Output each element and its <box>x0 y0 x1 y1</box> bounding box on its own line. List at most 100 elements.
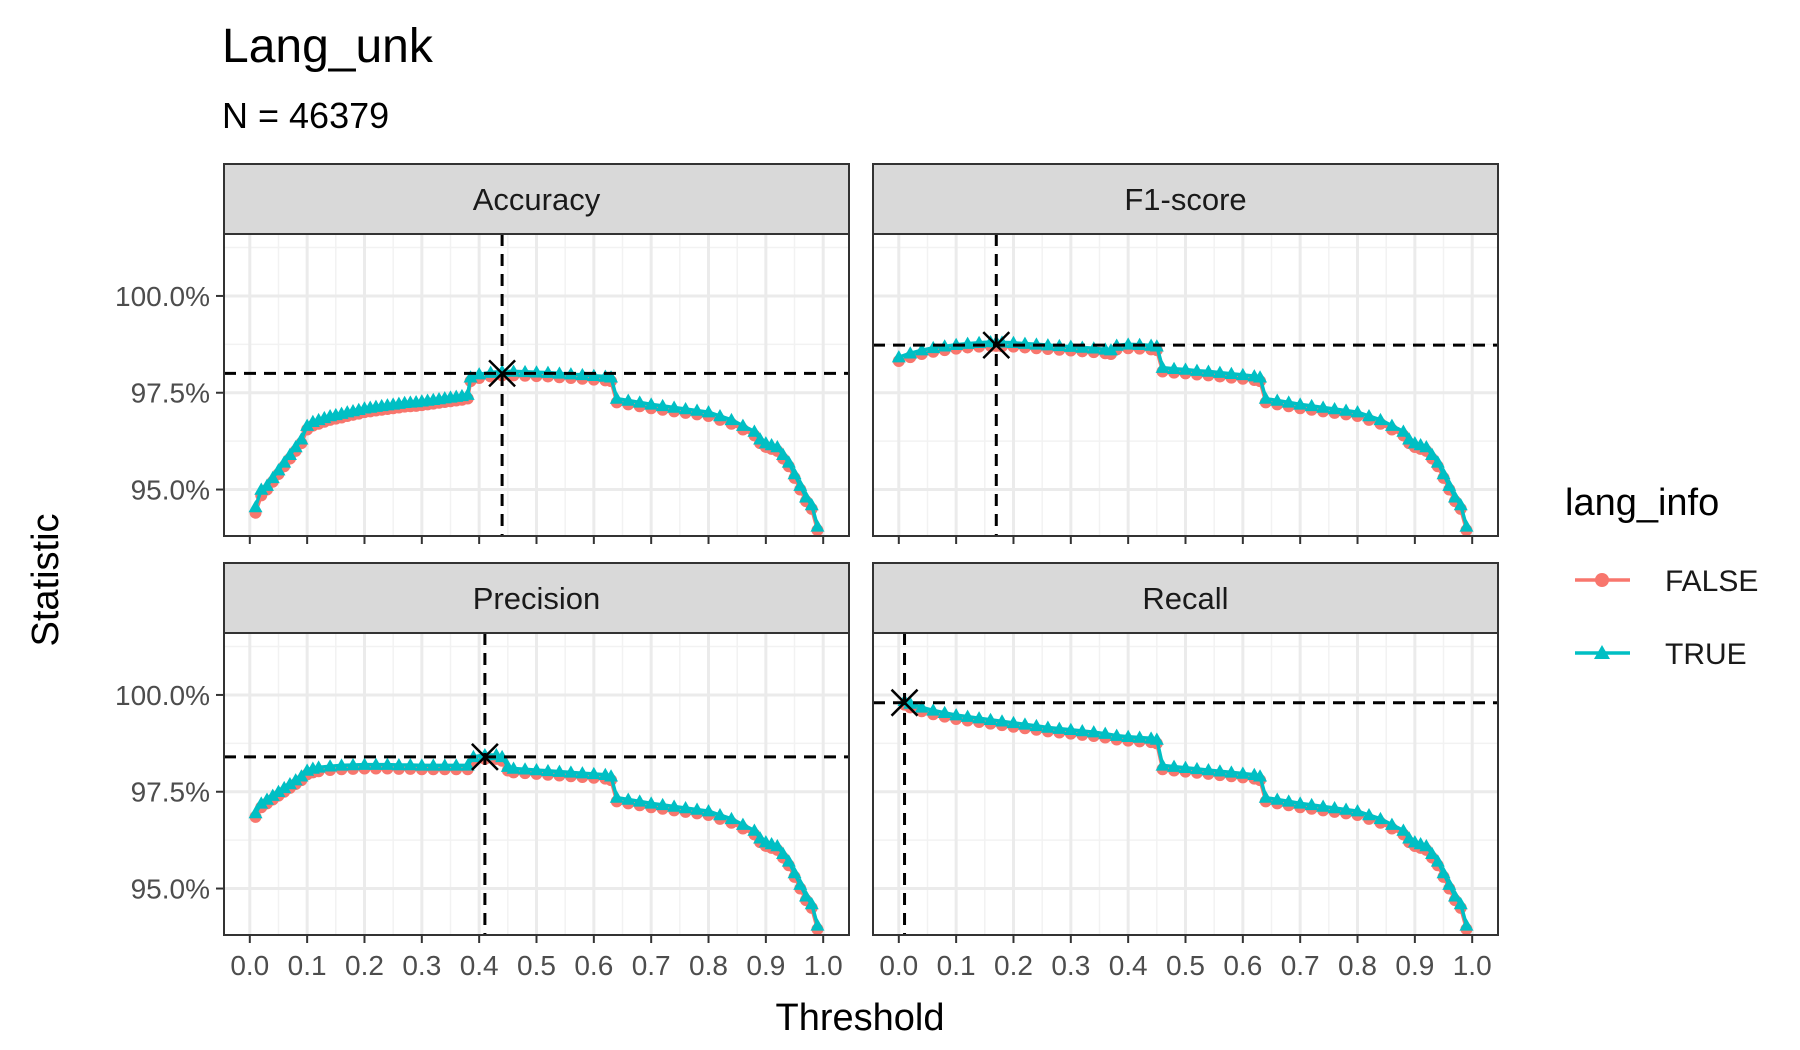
data-point-true <box>1063 339 1078 352</box>
x-tick-label: 0.0 <box>230 950 269 981</box>
data-point-true <box>604 370 619 383</box>
facet-strip <box>223 562 850 634</box>
data-point-true <box>667 400 682 413</box>
data-point-true <box>1327 801 1342 814</box>
data-point-true <box>282 777 297 790</box>
data-point-true <box>678 402 693 415</box>
optimum-marker-stroke <box>471 743 499 771</box>
data-point-true <box>271 784 286 797</box>
data-point-true <box>1098 726 1113 739</box>
data-point-true <box>776 447 791 460</box>
data-point-true <box>518 762 533 775</box>
data-point-true <box>495 749 510 763</box>
data-point-true <box>1293 397 1308 410</box>
data-point-true <box>460 758 475 771</box>
data-point-true <box>300 418 315 431</box>
chart-title: Lang_unk <box>222 20 434 73</box>
data-point-true <box>632 794 647 807</box>
x-tick-label: 0.2 <box>994 950 1033 981</box>
data-point-true <box>776 846 791 859</box>
data-point-true <box>798 889 813 902</box>
data-point-true <box>644 796 659 809</box>
data-point-true <box>1155 758 1170 771</box>
data-point-true <box>914 700 929 713</box>
data-point-true <box>282 447 297 460</box>
data-point-true <box>1212 764 1227 777</box>
data-point-true <box>552 764 567 777</box>
data-point-true <box>357 757 372 770</box>
data-point-true <box>926 703 941 716</box>
data-point-true <box>798 490 813 503</box>
data-point-true <box>1086 341 1101 354</box>
data-point-true <box>1459 519 1474 532</box>
data-point-true <box>1167 361 1182 374</box>
data-point-true <box>1212 365 1227 378</box>
data-point-true <box>254 796 269 809</box>
data-point-true <box>781 455 796 468</box>
data-point-true <box>1425 846 1440 859</box>
data-point-true <box>793 877 808 890</box>
facet-strip <box>223 163 850 235</box>
data-point-true <box>701 804 716 817</box>
data-point-true <box>1258 391 1273 404</box>
data-point-true <box>552 366 567 379</box>
x-tick-label: 0.4 <box>460 950 499 981</box>
data-point-true <box>1258 790 1273 803</box>
x-tick-label: 0.3 <box>1051 950 1090 981</box>
data-point-true <box>810 918 825 931</box>
legend-label: TRUE <box>1665 638 1747 671</box>
data-point-true <box>1459 918 1474 931</box>
x-axis-title: Threshold <box>776 997 945 1039</box>
data-point-true <box>575 766 590 779</box>
y-tick-label: 95.0% <box>131 874 210 905</box>
data-point-true <box>1155 360 1170 373</box>
data-point-true <box>621 792 636 805</box>
data-point-true <box>1425 447 1440 460</box>
data-point-true <box>621 393 636 406</box>
data-point-true <box>1361 807 1376 821</box>
data-point-true <box>1447 490 1462 503</box>
data-point-true <box>368 757 383 770</box>
data-point-true <box>1396 823 1411 836</box>
data-point-true <box>265 470 280 484</box>
data-point-true <box>1086 725 1101 738</box>
legend-item-false: FALSE <box>1575 565 1758 598</box>
data-point-true <box>1361 408 1376 422</box>
data-point-true <box>690 403 705 416</box>
data-point-true <box>1384 418 1399 431</box>
data-point-true <box>403 758 418 771</box>
legend-key-circle <box>1595 573 1609 587</box>
data-point-true <box>271 463 286 476</box>
data-point-true <box>265 788 280 801</box>
data-point-true <box>735 817 750 830</box>
data-point-true <box>1304 398 1319 412</box>
data-point-true <box>1281 794 1296 807</box>
data-point-true <box>804 498 819 511</box>
data-point-true <box>609 790 624 803</box>
facet-panels: Accuracy 95.0% 97.5% 100.0% F1-score Precisio… <box>115 163 1499 981</box>
data-point-true <box>506 761 521 774</box>
data-point-true <box>380 757 395 770</box>
data-point-true <box>1281 395 1296 408</box>
data-point-true <box>1373 412 1388 426</box>
legend: lang_info FALSE TRUE <box>1565 482 1758 671</box>
y-tick-label: 95.0% <box>131 475 210 506</box>
data-point-true <box>463 370 478 383</box>
legend-item-true: TRUE <box>1575 638 1747 671</box>
panel-recall: Recall 0.0 0.1 0.2 0.3 0.4 0.5 0.6 0.7 0.8 0.9 1.0 <box>872 562 1499 981</box>
data-point-true <box>391 758 406 771</box>
data-point-true <box>529 763 544 776</box>
data-point-true <box>644 397 659 410</box>
data-point-true <box>712 807 727 821</box>
data-point-true <box>1224 366 1239 380</box>
data-point-true <box>1006 715 1021 729</box>
legend-label: FALSE <box>1665 565 1758 598</box>
data-point-true <box>960 709 975 722</box>
data-point-true <box>655 797 670 811</box>
data-point-true <box>724 811 739 825</box>
data-point-true <box>810 519 825 532</box>
chart-subtitle: N = 46379 <box>222 95 389 136</box>
data-point-true <box>1327 402 1342 415</box>
data-point-true <box>770 439 785 453</box>
x-tick-label: 0.1 <box>937 950 976 981</box>
